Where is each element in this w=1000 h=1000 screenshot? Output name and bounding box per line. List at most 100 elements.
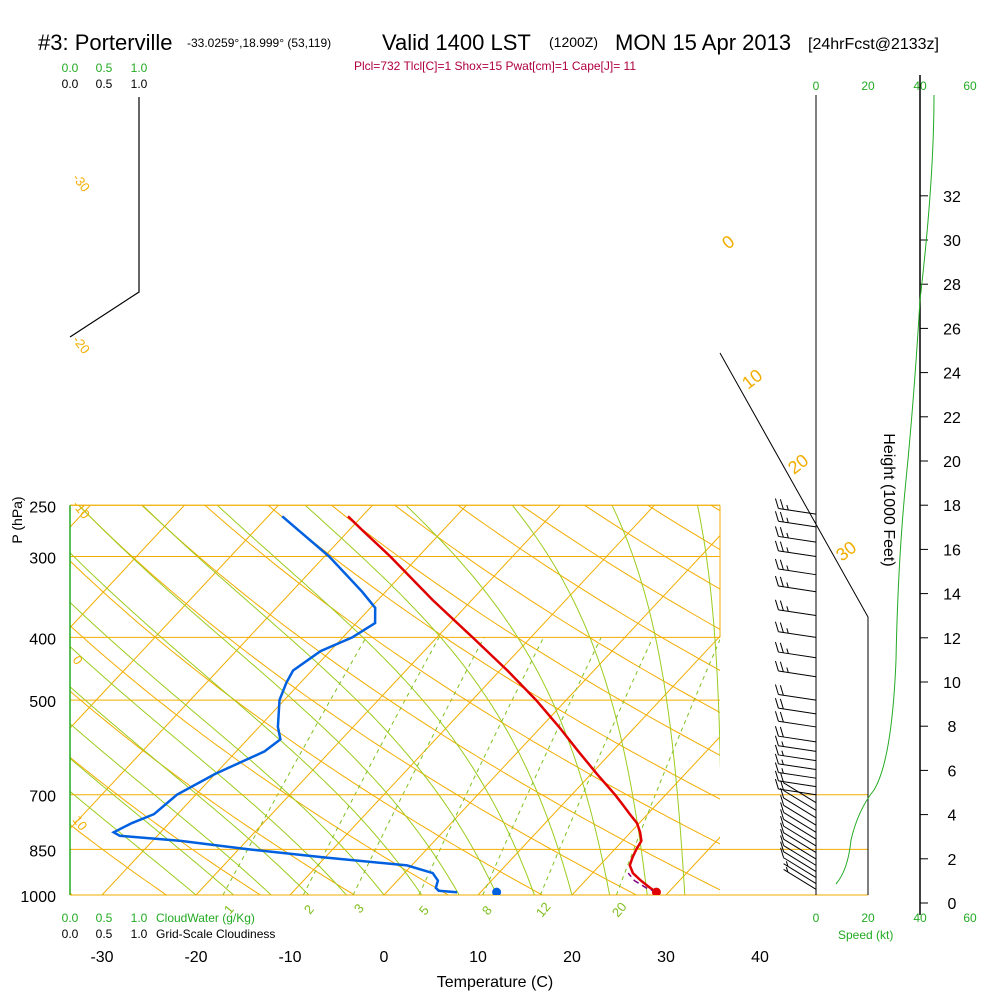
temperature-tick-label: 40: [751, 949, 769, 966]
wind-inset-lines: [720, 794, 868, 895]
wind-barb-feather: [779, 559, 784, 570]
wind-barb-staff: [778, 693, 817, 701]
pressure-tick-label: 850: [29, 843, 56, 860]
wind-barb-staff: [783, 838, 817, 860]
height-tick-label: 4: [948, 808, 957, 825]
cloud-water-tick-bottom: 1.0: [131, 911, 148, 925]
height-tick-label: 22: [943, 410, 961, 427]
moist-adiabat-line: [217, 504, 535, 895]
wind-barb-staff: [783, 863, 817, 884]
axes: 0.0 0.0 0.5 0.5 1.0 1.0 0.0 0.0 0.5 0.5 1.0 1.0 250 3…: [20, 61, 977, 966]
isotherm-line: [571, 735, 720, 895]
wind-barb-half-feather: [781, 750, 784, 756]
pressure-tick-label: 1000: [20, 889, 56, 906]
height-tick-label: 10: [943, 675, 961, 692]
wind-barb-half-feather: [786, 667, 789, 673]
wind-barb-half-feather: [786, 547, 789, 553]
height-tick-label: 2: [948, 852, 957, 869]
temperature-tick-label: -30: [90, 949, 113, 966]
dry-adiabat-line: [70, 560, 543, 895]
wind-barb-staff: [778, 631, 817, 638]
cloudiness-tick-bottom: 0.5: [96, 927, 113, 941]
height-tick-label: 28: [943, 277, 961, 294]
wind-barb-staff: [778, 585, 817, 593]
wind-barb-feather: [774, 753, 779, 765]
temperature-tick-label: -20: [184, 949, 207, 966]
wind-barb-feather: [774, 575, 779, 587]
temperature-tick-label: -10: [278, 949, 301, 966]
wind-barb-feather: [774, 770, 779, 782]
pressure-tick-label: 250: [29, 499, 56, 516]
height-tick-label: 6: [948, 763, 957, 780]
wind-barb-staff: [783, 845, 817, 866]
moist-adiabat-line: [70, 723, 272, 895]
cloud-water-tick-bottom: 0.5: [96, 911, 113, 925]
wind-barb-staff: [778, 772, 817, 779]
wind-barb-feather: [774, 762, 779, 773]
moist-adiabat-line: [512, 504, 648, 895]
wind-barb-feather: [774, 744, 779, 756]
wind-barb-feather: [779, 642, 784, 653]
x-axis-title: Temperature (C): [437, 974, 553, 991]
cloud-water-tick-top: 1.0: [131, 61, 148, 75]
wind-barb-feather: [774, 526, 779, 537]
moist-adiabat-line: [70, 757, 234, 895]
height-tick-label: 24: [943, 366, 961, 383]
pressure-tick-label: 300: [29, 551, 56, 568]
wind-barb-feather: [780, 829, 785, 840]
wind-barb-feather: [780, 780, 785, 791]
height-axis-title: Height (1000 Feet): [880, 433, 897, 566]
wind-barb-feather: [779, 499, 784, 510]
wind-barb-feather: [774, 684, 779, 695]
wind-barb-staff: [778, 550, 817, 558]
wind-barb-feather: [779, 698, 784, 710]
mixing-ratio-line: [482, 637, 602, 895]
height-tick-label: 20: [943, 454, 961, 471]
wind-barb-feather: [780, 835, 785, 846]
dry-adiabat-line: [521, 504, 720, 631]
speed-label: Speed (kt): [838, 928, 893, 942]
wind-barb-feather: [780, 841, 785, 852]
wind-barb-feather: [774, 735, 779, 746]
wind-barb-feather: [779, 661, 784, 672]
moist-adiabat-line: [304, 504, 573, 895]
forecast-hour: [24hrFcst@2133z]: [808, 36, 939, 53]
wind-barb-feather: [779, 576, 784, 587]
wind-barb-staff: [783, 797, 817, 819]
speed-tick-bottom: 20: [861, 911, 875, 925]
height-tick-label: 0: [948, 896, 957, 913]
moist-adiabat-line: [70, 645, 347, 895]
wind-barb-staff: [778, 754, 817, 762]
surface-temperature-dot: [651, 887, 661, 895]
speed-tick-bottom: 0: [813, 911, 820, 925]
inset-boundary: [719, 352, 869, 895]
moist-adiabat-line: [70, 601, 385, 895]
wind-barb-staff: [778, 670, 817, 678]
speed-tick-bottom: 40: [913, 911, 927, 925]
wind-barb-staff: [783, 825, 817, 847]
wind-barb-staff: [778, 568, 817, 576]
dry-adiabat-line: [141, 504, 720, 891]
wind-barb-staff: [778, 651, 817, 659]
mixing-ratio-line: [539, 637, 654, 895]
wind-barb-feather: [774, 540, 779, 552]
wind-barb-feather: [774, 641, 779, 653]
utc-time: (1200Z): [549, 34, 598, 50]
wind-barb-half-feather: [786, 565, 789, 571]
wind-barb-half-feather: [781, 768, 784, 774]
speed-tick-top: 0: [813, 79, 820, 93]
wind-barb-feather: [774, 698, 779, 709]
station-title: #3: Porterville: [38, 30, 173, 55]
speed-tick-top: 20: [861, 79, 875, 93]
height-tick-label: 32: [943, 189, 961, 206]
wind-barb-half-feather: [786, 606, 789, 612]
wind-barb-feather: [774, 621, 779, 632]
wind-barb-feather: [779, 511, 784, 523]
moist-adiabat-line: [70, 790, 197, 895]
wind-barb-staff: [778, 788, 817, 796]
moist-adiabat-line: [70, 686, 310, 895]
wind-barb-staff: [783, 851, 817, 872]
dry-adiabat-line: [267, 504, 720, 800]
